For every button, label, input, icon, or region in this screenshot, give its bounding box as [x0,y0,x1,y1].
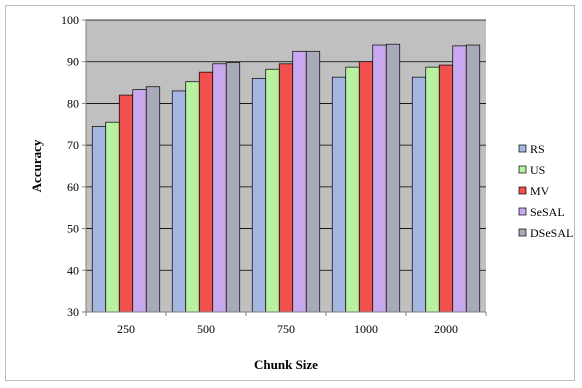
legend-label-mv: MV [530,184,550,198]
bar-rs-250 [91,126,107,313]
bar-dsesal-1000 [385,43,401,313]
bar-mv-250 [118,94,134,313]
bar-mv-500 [198,71,214,313]
bar-rs-1000 [331,76,347,313]
y-tick-label: 90 [67,55,79,69]
bar-mv-750 [278,63,294,313]
legend-swatch-us [518,165,527,174]
bar-sesal-2000 [452,45,467,313]
legend-swatch-sesal [518,207,527,216]
legend-label-dsesal: DSeSAL [530,226,573,240]
legend-label-sesal: SeSAL [530,205,565,219]
bar-sesal-250 [132,89,147,313]
x-tick-label: 750 [277,322,295,336]
bar-mv-2000 [438,64,454,313]
bar-us-500 [185,81,200,313]
y-tick-label: 60 [67,180,79,194]
legend-swatch-dsesal [518,228,527,237]
x-tick-label: 500 [197,322,215,336]
bar-sesal-1000 [372,44,387,313]
legend-label-us: US [530,163,545,177]
y-tick-label: 50 [67,222,79,236]
y-tick-label: 100 [61,13,79,27]
bar-rs-2000 [411,76,427,313]
bar-us-2000 [425,66,440,313]
bar-us-250 [105,121,120,313]
y-tick-label: 40 [67,263,79,277]
y-axis-title: Accuracy [29,139,44,192]
legend-swatch-rs [518,144,527,153]
bar-sesal-500 [212,63,227,313]
bar-rs-750 [251,78,267,313]
bar-us-750 [265,68,280,313]
bar-rs-500 [171,90,187,313]
x-tick-label: 1000 [354,322,378,336]
bar-sesal-750 [292,50,307,313]
bar-us-1000 [345,66,360,313]
x-tick-label: 2000 [434,322,458,336]
y-tick-label: 70 [67,138,79,152]
bar-dsesal-750 [305,50,321,313]
bar-dsesal-2000 [465,44,481,313]
legend-swatch-mv [518,186,527,195]
bar-dsesal-500 [225,62,241,313]
y-tick-label: 80 [67,96,79,110]
bar-mv-1000 [358,61,374,313]
bar-dsesal-250 [145,86,161,313]
x-tick-label: 250 [117,322,135,336]
legend-label-rs: RS [530,142,545,156]
y-tick-label: 30 [67,305,79,319]
x-axis-title: Chunk Size [254,357,318,372]
